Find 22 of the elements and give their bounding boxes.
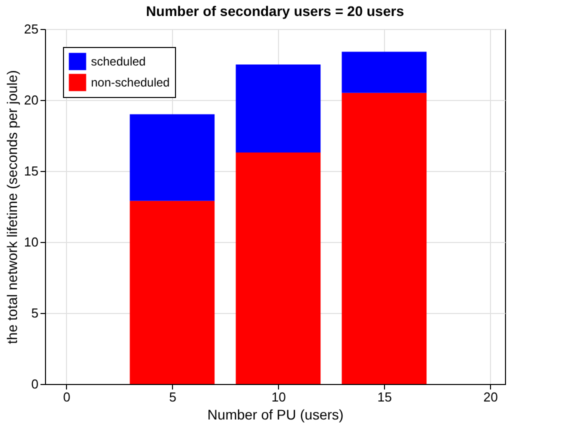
legend-label: scheduled — [91, 54, 146, 68]
x-tick-label: 15 — [377, 390, 392, 404]
bar — [236, 152, 321, 384]
x-tick-label: 5 — [169, 390, 176, 404]
chart-title: Number of secondary users = 20 users — [146, 3, 404, 19]
y-tick-label: 15 — [24, 164, 38, 178]
bar — [236, 64, 321, 153]
legend-label: non-scheduled — [91, 76, 170, 90]
y-tick-label: 10 — [24, 234, 38, 250]
y-tick-label: 5 — [31, 306, 38, 320]
bar — [342, 92, 427, 384]
bar — [342, 52, 427, 93]
bar — [130, 114, 215, 201]
bar — [130, 200, 215, 384]
y-tick-label: 0 — [31, 376, 38, 392]
x-tick-label: 10 — [271, 390, 286, 404]
y-tick-label: 25 — [24, 22, 38, 36]
x-tick-label: 20 — [483, 390, 498, 404]
x-tick-label: 0 — [63, 390, 70, 404]
x-axis-title: Number of PU (users) — [207, 406, 344, 422]
y-tick-label: 20 — [24, 92, 38, 108]
y-axis-title: the total network lifetime (seconds per joule) — [4, 70, 20, 344]
